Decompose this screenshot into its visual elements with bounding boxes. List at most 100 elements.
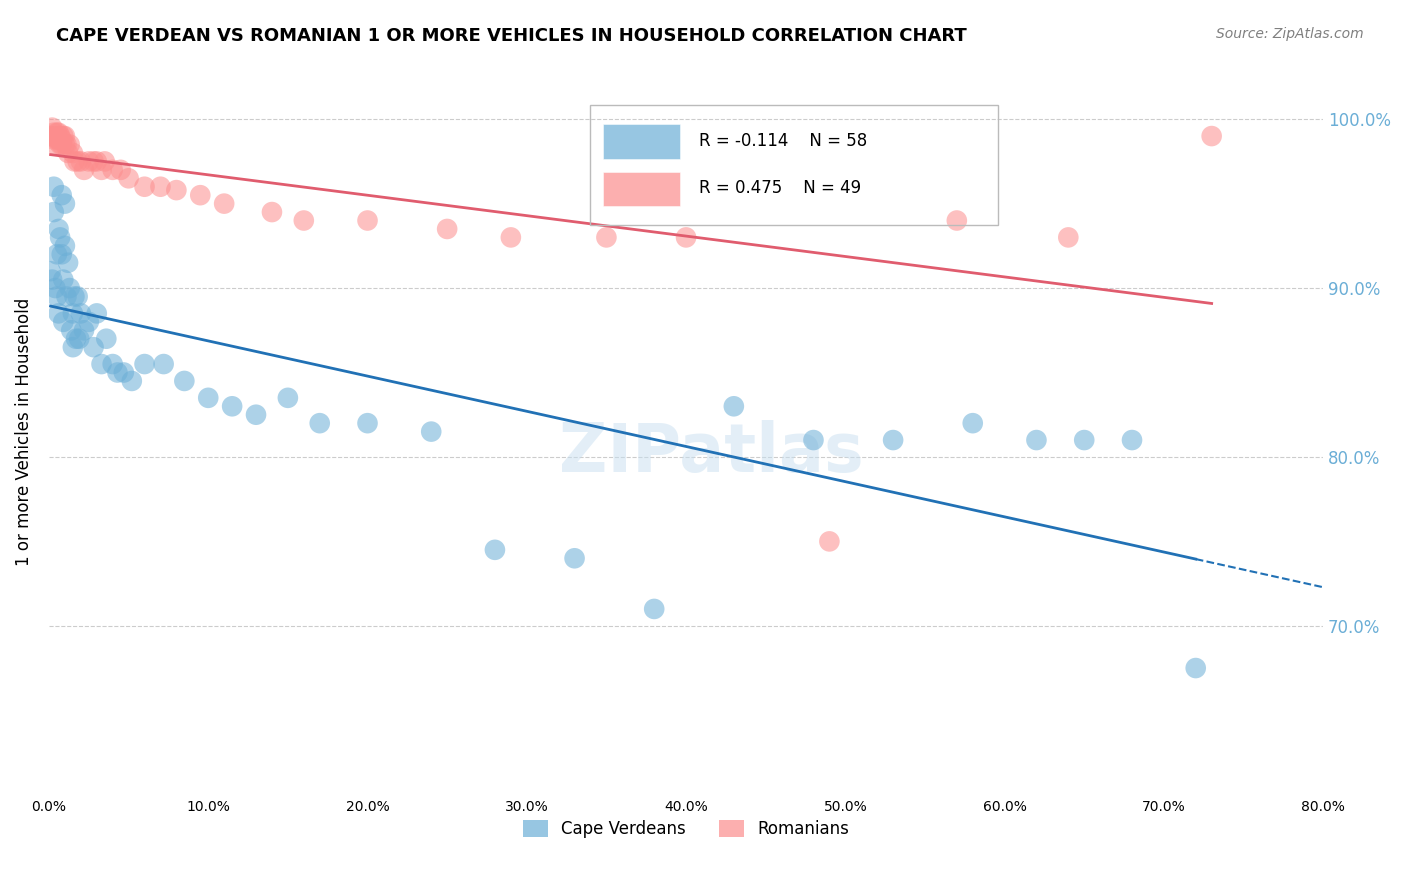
Romanians bbox=[45, 126, 67, 140]
Romanians bbox=[436, 222, 458, 236]
Cape Verdeans bbox=[245, 408, 267, 422]
Text: R = -0.114    N = 58: R = -0.114 N = 58 bbox=[699, 132, 868, 150]
Cape Verdeans bbox=[356, 416, 378, 430]
Cape Verdeans bbox=[90, 357, 112, 371]
Romanians bbox=[55, 137, 77, 152]
Cape Verdeans bbox=[1184, 661, 1206, 675]
Cape Verdeans bbox=[49, 230, 72, 244]
Romanians bbox=[946, 213, 969, 227]
Cape Verdeans bbox=[42, 205, 65, 219]
Romanians bbox=[51, 137, 73, 152]
Cape Verdeans bbox=[77, 315, 100, 329]
Cape Verdeans bbox=[67, 332, 90, 346]
Romanians bbox=[53, 137, 76, 152]
Romanians bbox=[73, 162, 96, 177]
Romanians bbox=[356, 213, 378, 227]
Romanians bbox=[499, 230, 522, 244]
Romanians bbox=[595, 230, 617, 244]
Cape Verdeans bbox=[152, 357, 174, 371]
Romanians bbox=[90, 162, 112, 177]
Cape Verdeans bbox=[134, 357, 156, 371]
Romanians bbox=[134, 179, 156, 194]
Cape Verdeans bbox=[48, 222, 70, 236]
Romanians bbox=[48, 132, 70, 146]
Text: R = 0.475    N = 49: R = 0.475 N = 49 bbox=[699, 179, 860, 197]
Cape Verdeans bbox=[121, 374, 143, 388]
Romanians bbox=[41, 120, 63, 135]
Cape Verdeans bbox=[41, 272, 63, 286]
Romanians bbox=[42, 132, 65, 146]
Romanians bbox=[51, 132, 73, 146]
Romanians bbox=[83, 154, 105, 169]
Cape Verdeans bbox=[66, 289, 89, 303]
Cape Verdeans bbox=[63, 289, 86, 303]
Cape Verdeans bbox=[308, 416, 330, 430]
Text: CAPE VERDEAN VS ROMANIAN 1 OR MORE VEHICLES IN HOUSEHOLD CORRELATION CHART: CAPE VERDEAN VS ROMANIAN 1 OR MORE VEHIC… bbox=[56, 27, 967, 45]
Romanians bbox=[110, 162, 132, 177]
Cape Verdeans bbox=[86, 306, 108, 320]
Romanians bbox=[77, 154, 100, 169]
Romanians bbox=[149, 179, 172, 194]
Romanians bbox=[52, 129, 75, 144]
FancyBboxPatch shape bbox=[603, 171, 679, 206]
Cape Verdeans bbox=[803, 433, 825, 447]
Cape Verdeans bbox=[69, 306, 91, 320]
Romanians bbox=[56, 145, 79, 160]
Romanians bbox=[62, 145, 84, 160]
Cape Verdeans bbox=[52, 272, 75, 286]
Cape Verdeans bbox=[1073, 433, 1095, 447]
Romanians bbox=[1057, 230, 1080, 244]
Romanians bbox=[39, 129, 62, 144]
Romanians bbox=[292, 213, 315, 227]
Cape Verdeans bbox=[44, 281, 66, 295]
Romanians bbox=[45, 132, 67, 146]
Romanians bbox=[188, 188, 211, 202]
Romanians bbox=[260, 205, 283, 219]
Romanians bbox=[117, 171, 139, 186]
Legend: Cape Verdeans, Romanians: Cape Verdeans, Romanians bbox=[516, 813, 856, 845]
Text: ZIPatlas: ZIPatlas bbox=[560, 420, 863, 486]
Cape Verdeans bbox=[962, 416, 984, 430]
Cape Verdeans bbox=[1121, 433, 1143, 447]
Romanians bbox=[69, 154, 91, 169]
Romanians bbox=[49, 137, 72, 152]
Cape Verdeans bbox=[65, 332, 87, 346]
Cape Verdeans bbox=[53, 196, 76, 211]
Cape Verdeans bbox=[55, 289, 77, 303]
Cape Verdeans bbox=[52, 315, 75, 329]
Cape Verdeans bbox=[39, 264, 62, 278]
Romanians bbox=[93, 154, 115, 169]
Cape Verdeans bbox=[51, 247, 73, 261]
Cape Verdeans bbox=[643, 602, 665, 616]
Romanians bbox=[818, 534, 841, 549]
Romanians bbox=[63, 154, 86, 169]
Cape Verdeans bbox=[53, 239, 76, 253]
Cape Verdeans bbox=[73, 323, 96, 337]
Y-axis label: 1 or more Vehicles in Household: 1 or more Vehicles in Household bbox=[15, 298, 32, 566]
Romanians bbox=[101, 162, 124, 177]
Cape Verdeans bbox=[277, 391, 299, 405]
Cape Verdeans bbox=[42, 179, 65, 194]
Cape Verdeans bbox=[112, 366, 135, 380]
Romanians bbox=[675, 230, 697, 244]
Romanians bbox=[49, 129, 72, 144]
Cape Verdeans bbox=[45, 247, 67, 261]
Cape Verdeans bbox=[59, 281, 82, 295]
Cape Verdeans bbox=[51, 188, 73, 202]
Cape Verdeans bbox=[197, 391, 219, 405]
Cape Verdeans bbox=[420, 425, 443, 439]
FancyBboxPatch shape bbox=[603, 125, 679, 160]
Cape Verdeans bbox=[173, 374, 195, 388]
Romanians bbox=[48, 126, 70, 140]
Romanians bbox=[1201, 129, 1223, 144]
Romanians bbox=[212, 196, 235, 211]
Cape Verdeans bbox=[1025, 433, 1047, 447]
Romanians bbox=[44, 129, 66, 144]
Romanians bbox=[42, 126, 65, 140]
Cape Verdeans bbox=[96, 332, 118, 346]
Cape Verdeans bbox=[56, 256, 79, 270]
Romanians bbox=[165, 183, 187, 197]
Cape Verdeans bbox=[484, 542, 506, 557]
Romanians bbox=[66, 154, 89, 169]
Cape Verdeans bbox=[221, 399, 243, 413]
